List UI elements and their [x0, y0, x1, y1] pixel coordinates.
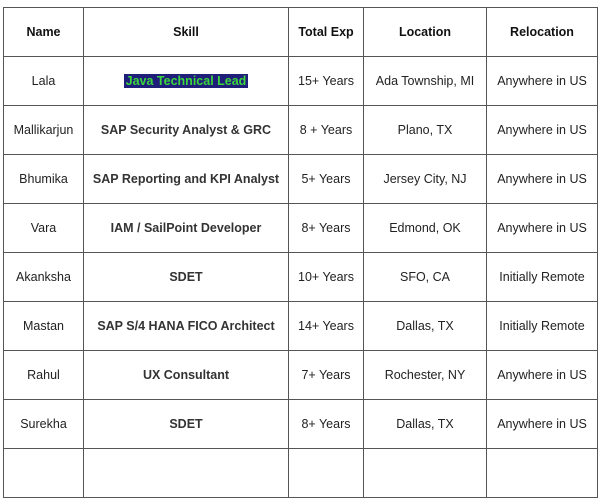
table-row: Mallikarjun SAP Security Analyst & GRC 8…: [3, 105, 598, 155]
cell-relocation: Anywhere in US: [486, 56, 598, 106]
cell-relocation: Anywhere in US: [486, 350, 598, 400]
cell-skill: UX Consultant: [83, 350, 289, 400]
cell-location: Jersey City, NJ: [363, 154, 487, 204]
cell-exp: 15+ Years: [288, 56, 364, 106]
cell-skill: SDET: [83, 399, 289, 449]
cell-skill: IAM / SailPoint Developer: [83, 203, 289, 253]
cell-location: Dallas, TX: [363, 399, 487, 449]
cell-skill: SAP Security Analyst & GRC: [83, 105, 289, 155]
cell-relocation: Initially Remote: [486, 252, 598, 302]
cell-skill: SAP Reporting and KPI Analyst: [83, 154, 289, 204]
cell-exp: 8+ Years: [288, 399, 364, 449]
table-row: Akanksha SDET 10+ Years SFO, CA Initiall…: [3, 252, 598, 302]
cell-name: Vara: [3, 203, 84, 253]
cell-exp: 8 + Years: [288, 105, 364, 155]
cell-relocation: Anywhere in US: [486, 105, 598, 155]
table-row: Mastan SAP S/4 HANA FICO Architect 14+ Y…: [3, 301, 598, 351]
cell-name: Rahul: [3, 350, 84, 400]
cell-skill: Java Technical Lead: [83, 56, 289, 106]
cell-location: Dallas, TX: [363, 301, 487, 351]
cell-skill: SAP S/4 HANA FICO Architect: [83, 301, 289, 351]
cell-name: Lala: [3, 56, 84, 106]
candidates-table: Name Skill Total Exp Location Relocation…: [3, 7, 598, 498]
cell-relocation: Anywhere in US: [486, 154, 598, 204]
cell-location: Ada Township, MI: [363, 56, 487, 106]
cell-location: Edmond, OK: [363, 203, 487, 253]
header-skill: Skill: [83, 7, 289, 57]
cell-exp: 7+ Years: [288, 350, 364, 400]
cell-name: Bhumika: [3, 154, 84, 204]
cell-location: Plano, TX: [363, 105, 487, 155]
header-row: Name Skill Total Exp Location Relocation: [3, 7, 598, 57]
header-name: Name: [3, 7, 84, 57]
header-relocation: Relocation: [486, 7, 598, 57]
cell-exp: 5+ Years: [288, 154, 364, 204]
cell-exp: 8+ Years: [288, 203, 364, 253]
cell-skill: SDET: [83, 252, 289, 302]
cell-name: Akanksha: [3, 252, 84, 302]
table-row: Rahul UX Consultant 7+ Years Rochester, …: [3, 350, 598, 400]
cell-name: Surekha: [3, 399, 84, 449]
header-location: Location: [363, 7, 487, 57]
cell-location: SFO, CA: [363, 252, 487, 302]
header-total-exp: Total Exp: [288, 7, 364, 57]
table-row: Bhumika SAP Reporting and KPI Analyst 5+…: [3, 154, 598, 204]
cell-name: Mastan: [3, 301, 84, 351]
cell-relocation: Initially Remote: [486, 301, 598, 351]
cell-relocation: Anywhere in US: [486, 399, 598, 449]
cell-name: Mallikarjun: [3, 105, 84, 155]
highlighted-skill: Java Technical Lead: [123, 74, 249, 88]
table-row: Surekha SDET 8+ Years Dallas, TX Anywher…: [3, 399, 598, 449]
cell-location: Rochester, NY: [363, 350, 487, 400]
cell-relocation: Anywhere in US: [486, 203, 598, 253]
table-continuation: [3, 448, 598, 498]
table-row: Lala Java Technical Lead 15+ Years Ada T…: [3, 56, 598, 106]
table-row: Vara IAM / SailPoint Developer 8+ Years …: [3, 203, 598, 253]
cell-exp: 14+ Years: [288, 301, 364, 351]
cell-exp: 10+ Years: [288, 252, 364, 302]
